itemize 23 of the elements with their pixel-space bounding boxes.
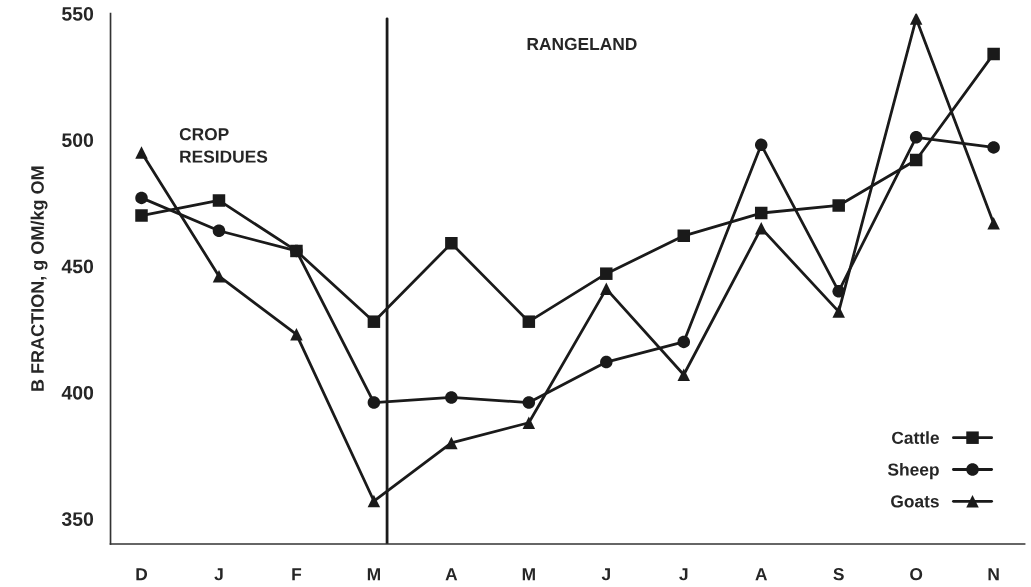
x-tick-label: M xyxy=(367,568,380,581)
y-tick-label: 350 xyxy=(61,512,94,526)
y-axis-title: B FRACTION, g OM/kg OM xyxy=(30,166,48,391)
x-tick-label: J xyxy=(601,568,610,581)
annotation: CROP RESIDUES xyxy=(179,128,268,163)
y-tick-label: 500 xyxy=(62,133,94,148)
x-tick-label: O xyxy=(910,568,923,581)
legend-label: Goats xyxy=(891,495,939,508)
x-tick-label: N xyxy=(988,568,999,581)
legend-label: Sheep xyxy=(887,462,939,480)
y-tick-label: 550 xyxy=(62,6,94,21)
x-tick-label: A xyxy=(755,568,768,581)
legend-label: Cattle xyxy=(892,431,939,444)
x-tick-label: A xyxy=(445,568,458,581)
x-tick-label: J xyxy=(214,568,223,581)
y-tick-label: 450 xyxy=(61,259,94,274)
x-tick-label: F xyxy=(292,568,302,581)
x-tick-label: J xyxy=(679,568,688,581)
annotation: RANGELAND xyxy=(527,37,637,51)
x-tick-label: S xyxy=(833,568,844,581)
x-tick-label: D xyxy=(136,568,148,581)
y-tick-label: 400 xyxy=(61,385,94,400)
x-tick-label: M xyxy=(522,568,535,581)
